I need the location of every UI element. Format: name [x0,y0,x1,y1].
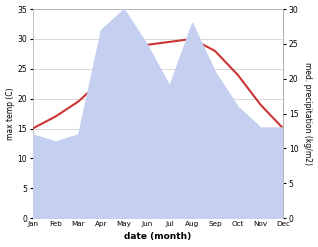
Y-axis label: med. precipitation (kg/m2): med. precipitation (kg/m2) [303,62,313,165]
X-axis label: date (month): date (month) [124,232,191,242]
Y-axis label: max temp (C): max temp (C) [5,87,15,140]
